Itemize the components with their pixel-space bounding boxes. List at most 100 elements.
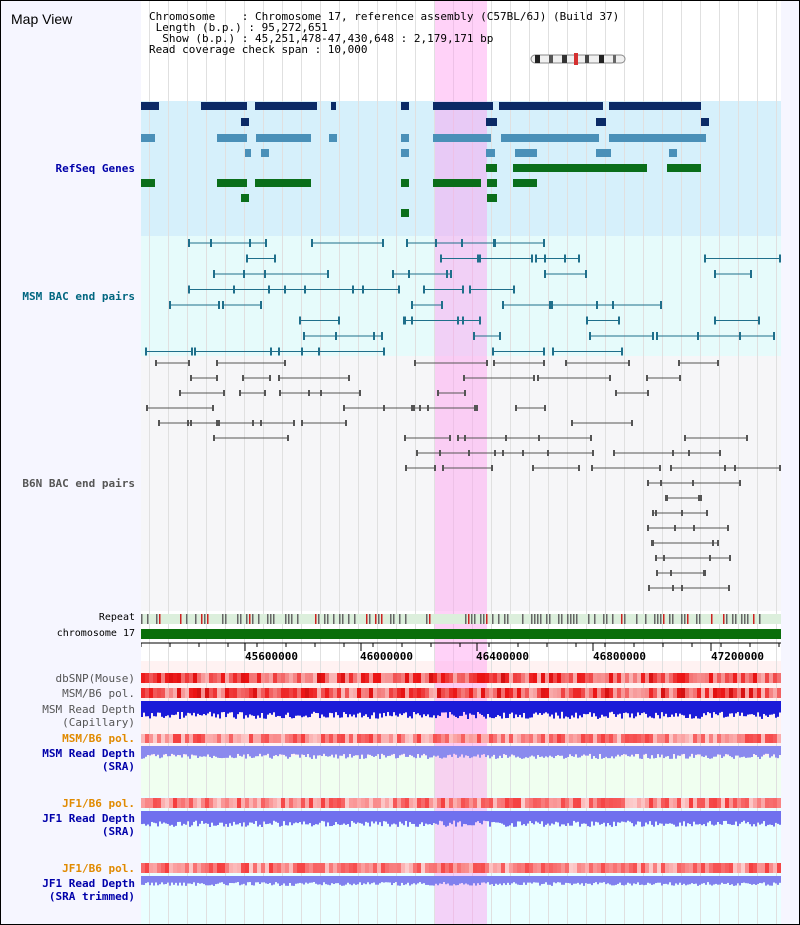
read-depth-bin — [623, 746, 625, 755]
read-depth-bin — [741, 876, 743, 884]
read-depth-bin — [417, 876, 419, 884]
repeat-mark — [324, 614, 326, 624]
read-depth-bin — [581, 811, 583, 824]
read-depth-bin — [279, 746, 281, 755]
polymorphism-bin — [205, 688, 209, 698]
polymorphism-bin — [637, 798, 641, 808]
refseq-gene-block — [669, 149, 677, 157]
polymorphism-bin — [641, 798, 645, 808]
read-depth-bin — [709, 876, 711, 885]
polymorphism-bin — [565, 863, 569, 873]
read-depth-bin — [653, 746, 655, 759]
read-depth-bin — [407, 746, 409, 757]
polymorphism-bin — [433, 863, 437, 873]
read-depth-bin — [547, 811, 549, 824]
msm-bac-end — [392, 270, 394, 278]
read-depth-bin — [255, 701, 257, 719]
read-depth-bin — [569, 811, 571, 826]
polymorphism-bin — [173, 734, 177, 743]
read-depth-bin — [555, 701, 557, 713]
read-depth-bin — [551, 746, 553, 757]
polymorphism-bin — [289, 688, 293, 698]
repeat-mark — [657, 614, 659, 624]
msm-bac-end — [531, 254, 533, 263]
repeat-label: Repeat — [98, 612, 135, 623]
read-depth-bin — [299, 811, 301, 823]
polymorphism-bin — [593, 673, 597, 683]
read-depth-bin — [355, 811, 357, 824]
polymorphism-bin — [389, 688, 393, 698]
polymorphism-bin — [229, 734, 233, 743]
polymorphism-bin — [657, 863, 661, 873]
read-depth-bin — [225, 701, 227, 718]
read-depth-bin — [489, 746, 491, 759]
read-depth-bin — [269, 746, 271, 758]
read-depth-bin — [331, 876, 333, 884]
polymorphism-bin — [593, 798, 597, 808]
read-depth-bin — [213, 876, 215, 886]
polymorphism-bin — [697, 734, 701, 743]
polymorphism-bin — [185, 673, 189, 683]
polymorphism-bin — [309, 863, 313, 873]
read-depth-bin — [451, 701, 453, 715]
refseq-gene-block — [515, 149, 537, 157]
b6n-bac-end — [463, 375, 465, 381]
repeat-mark — [576, 614, 578, 624]
read-depth-bin — [445, 876, 447, 885]
polymorphism-bin — [377, 863, 381, 873]
read-depth-bin — [187, 746, 189, 757]
read-depth-bin — [547, 701, 549, 714]
b6n-bac-end — [615, 390, 617, 396]
read-depth-bin — [695, 701, 697, 717]
b6n-bac-end — [688, 450, 690, 456]
read-depth-bin — [549, 746, 551, 756]
grid-line — [757, 1, 758, 924]
read-depth-bin — [179, 701, 181, 719]
polymorphism-bin — [425, 798, 429, 808]
read-depth-bin — [243, 876, 245, 884]
read-depth-bin — [533, 701, 535, 714]
read-depth-bin — [443, 746, 445, 758]
read-depth-bin — [185, 876, 187, 886]
read-depth-bin — [191, 876, 193, 885]
read-depth-bin — [293, 746, 295, 754]
polymorphism-bin — [573, 798, 577, 808]
polymorphism-bin — [369, 688, 373, 698]
read-depth-bin — [333, 746, 335, 758]
polymorphism-bin — [461, 688, 465, 698]
read-depth-bin — [379, 811, 381, 823]
polymorphism-bin — [705, 673, 709, 683]
read-depth-bin — [209, 876, 211, 886]
read-depth-bin — [665, 746, 667, 757]
polymorphism-bin — [629, 863, 633, 873]
polymorphism-bin — [709, 863, 713, 873]
polymorphism-bin — [317, 673, 321, 683]
read-depth-bin — [399, 811, 401, 822]
selection-highlight[interactable] — [435, 1, 487, 924]
read-depth-bin — [155, 811, 157, 824]
read-depth-bin — [767, 701, 769, 717]
polymorphism-bin — [213, 734, 217, 743]
read-depth-bin — [221, 811, 223, 823]
polymorphism-bin — [329, 798, 333, 808]
b6n-bac-end — [284, 360, 286, 366]
polymorphism-bin — [465, 673, 469, 683]
polymorphism-bin — [585, 863, 589, 873]
msm-bac-end — [268, 285, 270, 294]
polymorphism-bin — [773, 798, 777, 808]
polymorphism-bin — [709, 673, 713, 683]
chromosome-ideogram[interactable] — [529, 52, 629, 66]
msm-bac-end — [469, 285, 471, 294]
read-depth-bin — [161, 811, 163, 824]
read-depth-bin — [339, 746, 341, 756]
polymorphism-bin — [585, 734, 589, 743]
grid-line — [700, 1, 701, 924]
polymorphism-bin — [153, 673, 157, 683]
read-depth-bin — [401, 746, 403, 755]
read-depth-bin — [221, 746, 223, 759]
read-depth-bin — [463, 701, 465, 712]
read-depth-bin — [657, 876, 659, 883]
polymorphism-bin — [513, 863, 517, 873]
polymorphism-bin — [549, 798, 553, 808]
polymorphism-bin — [753, 734, 757, 743]
